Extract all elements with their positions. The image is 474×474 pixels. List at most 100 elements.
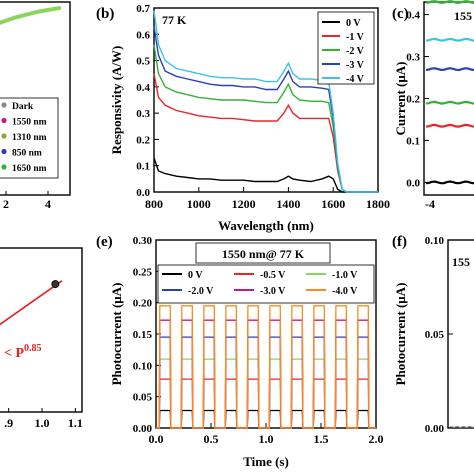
panel-b-x-tick-label: 1400 <box>276 197 300 211</box>
panel-b-y-axis-label: Responsivity (A/W) <box>109 46 124 155</box>
panel-b-legend-label: -3 V <box>346 60 365 71</box>
panel-b-x-tick-label: 1800 <box>366 197 390 211</box>
panel-b-series-line <box>153 10 378 193</box>
panel-label-e: (e) <box>96 234 113 250</box>
panel-e-legend-label: 0 V <box>188 270 203 281</box>
panel-b-x-tick-label: 1200 <box>232 197 256 211</box>
panel-a-frame <box>0 1 71 196</box>
panel-d-x-tick-label: 1.1 <box>68 416 83 430</box>
panel-c-frame <box>423 1 474 196</box>
panel-d-frame <box>0 247 83 413</box>
panel-b-frame <box>153 7 379 193</box>
panel-e-legend-label: -1.0 V <box>332 270 358 281</box>
panel-e-series-line <box>156 319 376 429</box>
panel-b-y-tick-label: 0.4 <box>136 82 150 94</box>
panel-c-y-tick-label: 0.2 <box>406 94 420 106</box>
panel-e-y-tick-label: 0.15 <box>133 329 153 341</box>
panel-c-y-tick-label: 0.0 <box>406 177 420 189</box>
panel-e-legend-label: -3.0 V <box>260 286 286 297</box>
panel-c-level-line <box>425 67 474 72</box>
panel-e-y-tick-label: 0.30 <box>133 235 153 247</box>
panel-e-x-tick-label: 2.0 <box>369 432 384 446</box>
panel-d-fit-line <box>0 280 63 326</box>
panel-label-c: (c) <box>392 6 409 22</box>
panel-c-level-line <box>425 180 474 185</box>
panel-f-photocurrent-partial: 0.00 0.05 0.10 Photocurrent (μA) 155 <box>393 235 474 435</box>
panel-e-title-box <box>195 242 331 264</box>
panel-a-legend-box <box>0 97 59 179</box>
panel-e-y-tick-label: 0.20 <box>133 298 153 310</box>
panel-f-y-tick-label: 0.05 <box>425 329 445 341</box>
panel-e-y-axis-label: Photocurrent (μA) <box>109 283 124 386</box>
panel-a-legend-marker <box>1 117 7 124</box>
panel-a-x-tick-label: 2 <box>3 197 9 211</box>
panel-e-series-line <box>156 305 376 429</box>
panel-e-legend-label: -0.5 V <box>260 270 286 281</box>
panel-b-x-tick-label: 1000 <box>187 197 211 211</box>
panel-b-responsivity-spectrum: 800 1000 1200 1400 1600 1800 0.0 0.1 0.2 0.3 0.4 0.… <box>109 3 390 233</box>
panel-a-legend-label: 850 nm <box>12 149 42 159</box>
panel-a-legend-label: 1310 nm <box>12 133 47 143</box>
panel-b-series-line <box>153 157 378 193</box>
panel-a-responsivity-partial: 2 4 Dark 1550 nm 1310 nm 850 nm 1650 nm <box>0 1 71 211</box>
panel-d-data-point <box>51 280 60 289</box>
panel-c-current-levels: 0.0 0.1 0.2 0.3 0.4 Current (μA) 155 -4 <box>393 0 474 211</box>
panel-a-legend-marker <box>1 148 7 155</box>
panel-c-y-tick-label: 0.1 <box>406 135 420 147</box>
panel-f-title: 155 <box>452 255 470 269</box>
panel-a-legend-label: 1650 nm <box>12 164 47 174</box>
panel-a-legend-label: 1550 nm <box>12 118 47 128</box>
panel-b-legend-label: -4 V <box>346 74 365 85</box>
panel-b-y-tick-label: 0.3 <box>136 108 150 120</box>
panel-a-legend: Dark 1550 nm 1310 nm 850 nm 1650 nm <box>0 97 59 179</box>
panel-e-series-line <box>156 378 376 429</box>
panel-c-y-tick-label: 0.3 <box>406 52 420 64</box>
panel-b-y-tick-label: 0.0 <box>136 187 150 199</box>
panel-c-level-line <box>425 123 474 128</box>
panel-b-legend-box <box>317 11 375 85</box>
panel-d-x-tick-label: .9 <box>4 416 13 430</box>
panel-a-legend-marker <box>1 133 7 139</box>
panel-a-legend-marker <box>1 102 7 108</box>
panel-e-x-tick-label: 0.5 <box>204 432 219 446</box>
panel-e-x-tick-label: 0.0 <box>149 432 164 446</box>
panel-a-legend-marker <box>1 164 7 170</box>
panel-c-level-line <box>425 37 474 42</box>
panel-a-x-tick-label: 4 <box>45 197 51 211</box>
panel-e-legend-label: -2.0 V <box>188 286 214 297</box>
panel-b-y-tick-label: 0.7 <box>136 3 150 15</box>
panel-e-x-tick-label: 1.0 <box>259 432 274 446</box>
panel-c-y-axis-label: Current (μA) <box>393 62 408 136</box>
panel-b-legend-label: 0 V <box>346 18 361 29</box>
panel-e-legend-box <box>157 264 375 304</box>
panel-e-y-tick-label: 0.05 <box>133 392 153 404</box>
panel-d-fit-annotation: < P0.85 <box>4 343 42 361</box>
panel-b-y-tick-label: 0.1 <box>136 161 150 173</box>
panel-b-y-tick-label: 0.6 <box>136 29 150 41</box>
panel-f-baseline-trace <box>449 425 474 429</box>
panel-c-title: 155 <box>454 9 472 23</box>
panel-f-y-tick-label: 0.00 <box>425 423 445 435</box>
panel-d-power-fit: < P0.85 .9 1.0 1.1 <box>0 247 83 430</box>
panel-e-series-line <box>156 336 376 429</box>
panel-e-y-tick-label: 0.00 <box>133 423 153 435</box>
panel-a-series-line <box>0 5 62 25</box>
panel-b-x-tick-label: 800 <box>145 197 163 211</box>
panel-e-legend-label: -4.0 V <box>332 286 358 297</box>
panel-e-y-tick-label: 0.10 <box>133 360 153 372</box>
panel-b-x-axis-label: Wavelength (nm) <box>218 218 314 233</box>
panel-c-x-tick-label: -4 <box>425 197 435 211</box>
panel-c-y-tick-label: 0.4 <box>406 10 420 22</box>
panel-c-level-line <box>425 0 474 4</box>
panel-b-annotation: 77 K <box>162 13 187 27</box>
panel-b-series-line <box>153 73 378 193</box>
panel-e-title: 1550 nm@ 77 K <box>222 247 305 261</box>
panel-b-y-tick-label: 0.5 <box>136 56 150 68</box>
panel-label-b: (b) <box>96 6 114 22</box>
panel-c-level-line <box>425 100 474 105</box>
panel-e-y-tick-label: 0.25 <box>133 266 153 278</box>
panel-b-legend-label: -2 V <box>346 46 365 57</box>
panel-e-photocurrent-time: 0.0 0.5 1.0 1.5 2.0 0.00 0.05 0.10 0.15 0.20 0.25 0… <box>109 235 384 469</box>
panel-d-x-tick-label: 1.0 <box>35 416 50 430</box>
